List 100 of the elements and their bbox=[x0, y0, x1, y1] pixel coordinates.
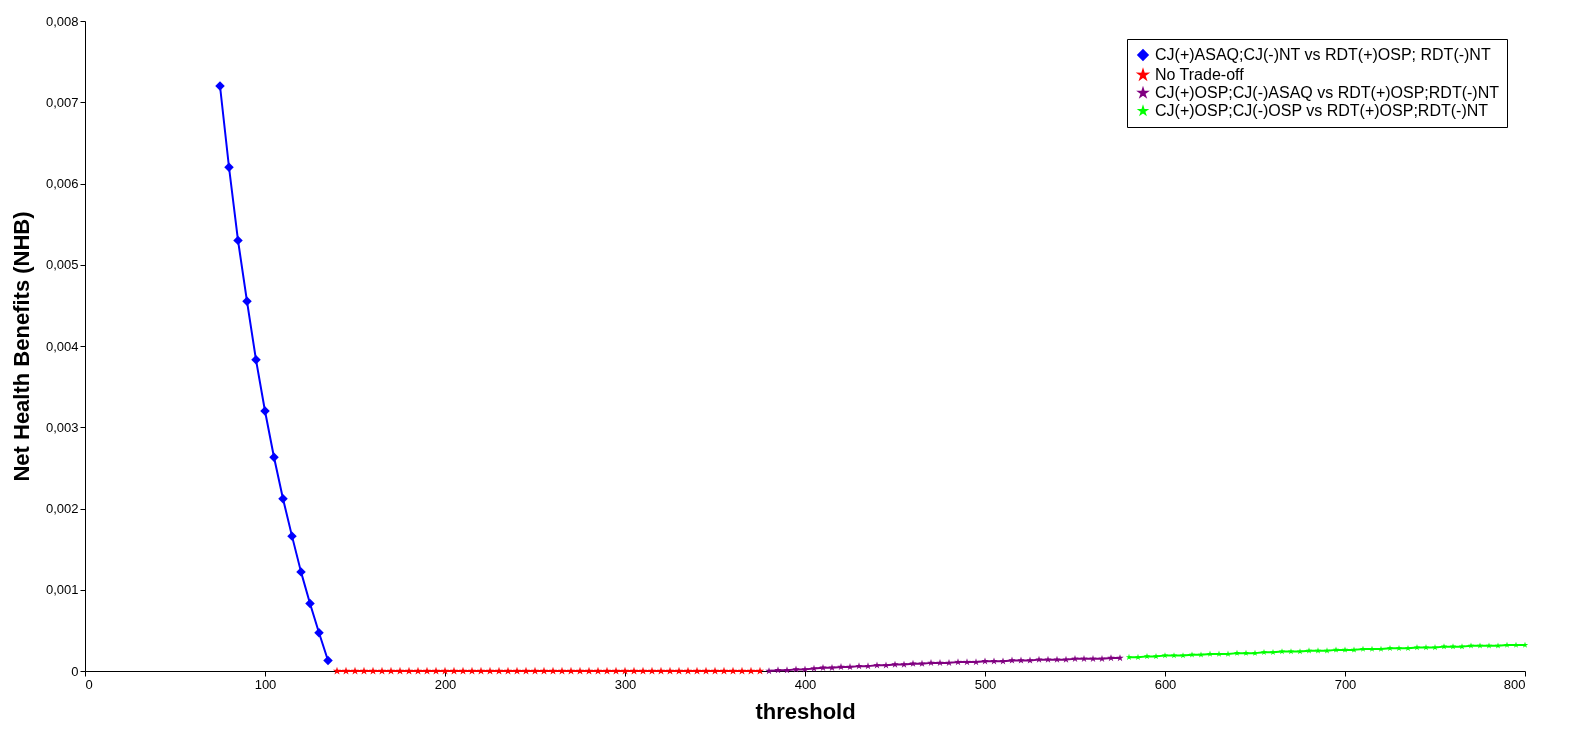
point bbox=[900, 660, 908, 668]
point bbox=[918, 659, 926, 667]
point bbox=[855, 662, 863, 670]
point bbox=[1125, 653, 1133, 660]
y-tick-label: 0,008 bbox=[45, 13, 79, 29]
point bbox=[719, 666, 729, 675]
x-tick-label: 0 bbox=[85, 676, 93, 692]
y-tick-label: 0,001 bbox=[45, 582, 79, 598]
point bbox=[801, 665, 809, 673]
point bbox=[728, 666, 738, 675]
point bbox=[909, 659, 917, 667]
point bbox=[1026, 656, 1034, 664]
point bbox=[873, 661, 881, 669]
y-tick-label: 0 bbox=[71, 663, 79, 679]
point bbox=[530, 666, 540, 675]
x-tick-label: 400 bbox=[794, 676, 817, 692]
legend-label: CJ(+)ASAQ;CJ(-)NT vs RDT(+)OSP; RDT(-)NT bbox=[1155, 46, 1491, 63]
point bbox=[467, 666, 477, 675]
point bbox=[593, 666, 603, 675]
point bbox=[765, 667, 773, 675]
y-tick-label: 0,002 bbox=[45, 501, 79, 516]
point bbox=[792, 665, 800, 673]
point bbox=[404, 666, 414, 675]
point bbox=[521, 666, 531, 675]
point bbox=[810, 664, 818, 672]
point bbox=[503, 666, 513, 675]
point bbox=[359, 666, 369, 675]
point bbox=[990, 657, 998, 665]
point bbox=[341, 666, 351, 675]
point bbox=[548, 666, 558, 675]
point bbox=[440, 666, 450, 675]
point bbox=[422, 666, 432, 675]
point bbox=[233, 235, 243, 246]
point bbox=[269, 452, 279, 463]
x-tick-label: 200 bbox=[434, 676, 457, 692]
point bbox=[638, 666, 648, 675]
point bbox=[413, 666, 423, 675]
point bbox=[674, 666, 684, 675]
point bbox=[701, 666, 711, 675]
x-axis-title: threshold bbox=[755, 698, 856, 724]
point bbox=[575, 666, 585, 675]
point bbox=[1413, 644, 1421, 651]
y-tick-label: 0,005 bbox=[45, 257, 79, 273]
point bbox=[774, 666, 782, 674]
point bbox=[1350, 646, 1358, 653]
y-tick-label: 0,006 bbox=[45, 176, 79, 191]
legend-label: CJ(+)OSP;CJ(-)ASAQ vs RDT(+)OSP;RDT(-)NT bbox=[1155, 84, 1500, 101]
point bbox=[449, 666, 459, 675]
point bbox=[539, 666, 549, 675]
point bbox=[656, 666, 666, 675]
point bbox=[1341, 646, 1349, 653]
point bbox=[584, 666, 594, 675]
point bbox=[494, 666, 504, 675]
point bbox=[629, 666, 639, 675]
point bbox=[783, 666, 791, 674]
point bbox=[755, 666, 765, 675]
point bbox=[1107, 654, 1115, 662]
point bbox=[1242, 649, 1250, 656]
x-tick-label: 600 bbox=[1154, 676, 1177, 692]
point bbox=[1233, 649, 1241, 656]
point bbox=[999, 657, 1007, 665]
point bbox=[864, 662, 872, 670]
x-tick-label: 800 bbox=[1503, 676, 1526, 692]
point bbox=[1332, 646, 1340, 653]
point bbox=[323, 655, 333, 666]
point bbox=[710, 666, 720, 675]
point bbox=[1008, 656, 1016, 664]
point bbox=[620, 666, 630, 675]
point bbox=[242, 296, 252, 307]
point bbox=[1395, 644, 1403, 651]
point bbox=[1278, 648, 1286, 655]
point bbox=[981, 657, 989, 665]
point bbox=[1260, 648, 1268, 656]
point bbox=[963, 658, 971, 666]
x-tick-label: 500 bbox=[974, 676, 997, 692]
point bbox=[1287, 648, 1295, 655]
point bbox=[1053, 655, 1061, 663]
point bbox=[1431, 644, 1439, 651]
point bbox=[1044, 655, 1052, 663]
point bbox=[602, 666, 612, 675]
point bbox=[954, 658, 962, 666]
point bbox=[1422, 644, 1430, 651]
point bbox=[972, 658, 980, 666]
point bbox=[332, 666, 342, 675]
point bbox=[1017, 656, 1025, 664]
point bbox=[305, 598, 315, 609]
point bbox=[746, 666, 756, 675]
point bbox=[386, 666, 396, 675]
y-tick-label: 0,003 bbox=[45, 419, 79, 435]
point bbox=[1143, 653, 1151, 660]
point bbox=[647, 666, 657, 675]
point bbox=[1116, 654, 1124, 662]
y-tick-label: 0,007 bbox=[45, 94, 79, 110]
point bbox=[458, 666, 468, 675]
point bbox=[377, 666, 387, 675]
point bbox=[1152, 653, 1160, 660]
x-tick-label: 300 bbox=[614, 676, 637, 692]
point bbox=[1062, 655, 1070, 663]
point bbox=[512, 666, 522, 675]
point bbox=[395, 666, 405, 675]
